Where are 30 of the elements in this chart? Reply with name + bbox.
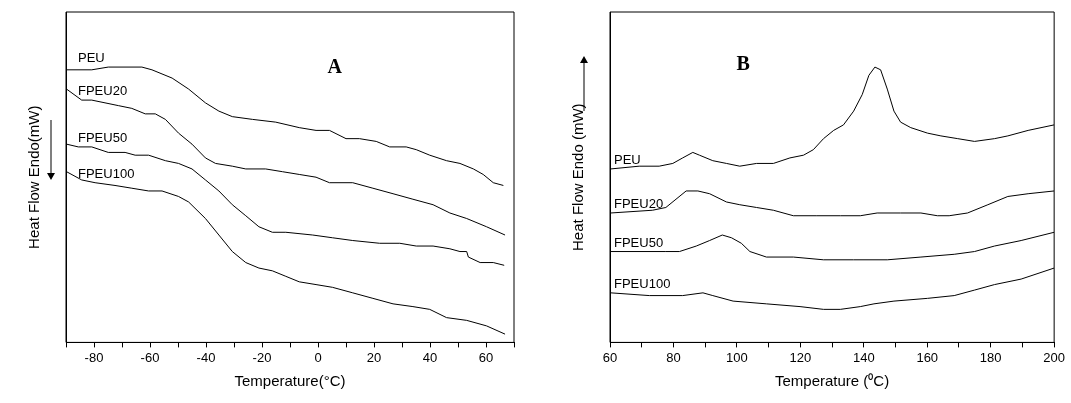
y-axis-title: Heat Flow Endo (mW) — [569, 103, 587, 251]
x-tick-label: 100 — [726, 349, 748, 365]
x-tick-label: 120 — [789, 349, 812, 365]
x-tick-label: 200 — [1043, 349, 1066, 365]
x-tick-label: 40 — [422, 349, 438, 365]
series-label: FPEU20 — [78, 83, 128, 99]
x-tick-label: 60 — [602, 349, 618, 365]
x-tick-label: -20 — [252, 349, 272, 365]
series-label: FPEU50 — [78, 129, 128, 145]
series-label: PEU — [614, 152, 641, 168]
x-tick-label: -40 — [196, 349, 216, 365]
x-tick-label: -80 — [84, 349, 104, 365]
x-axis-title: Temperature(°C) — [234, 372, 346, 390]
x-tick-label: 80 — [666, 349, 681, 365]
x-tick-label: 160 — [916, 349, 939, 365]
x-tick-label: 20 — [366, 349, 382, 365]
series-label: PEU — [78, 50, 105, 66]
x-tick-label: 0 — [314, 349, 322, 365]
x-tick-label: 140 — [852, 349, 875, 365]
annotation: A — [327, 55, 343, 78]
annotation: B — [736, 52, 750, 75]
series-label: FPEU50 — [614, 234, 664, 250]
x-tick-label: -60 — [140, 349, 160, 365]
x-tick-label: 60 — [478, 349, 494, 365]
y-axis-title: Heat Flow Endo(mW) — [25, 105, 43, 249]
series-label: FPEU20 — [614, 196, 664, 212]
series-label: FPEU100 — [614, 275, 671, 291]
x-tick-label: 180 — [979, 349, 1002, 365]
x-axis-title: Temperature (⁰C) — [774, 372, 890, 390]
series-label: FPEU100 — [78, 165, 135, 181]
